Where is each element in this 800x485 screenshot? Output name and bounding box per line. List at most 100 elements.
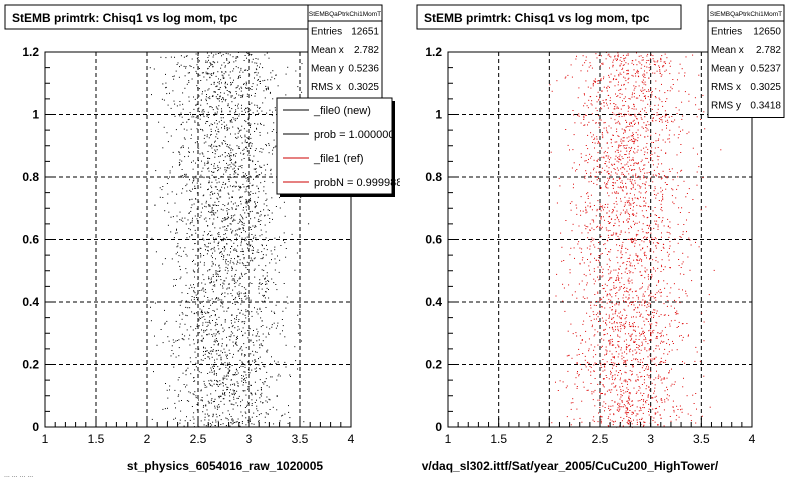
data-point bbox=[170, 231, 171, 232]
data-point bbox=[211, 187, 212, 188]
data-point bbox=[227, 293, 228, 294]
data-point bbox=[234, 385, 235, 386]
data-point bbox=[200, 115, 201, 116]
data-point bbox=[169, 93, 170, 94]
data-point bbox=[669, 351, 670, 352]
data-point bbox=[206, 72, 207, 73]
data-point bbox=[649, 409, 650, 410]
data-point bbox=[567, 386, 568, 387]
data-point bbox=[573, 110, 574, 111]
data-point bbox=[252, 405, 253, 406]
data-point bbox=[245, 70, 246, 71]
data-point bbox=[672, 350, 673, 351]
data-point bbox=[218, 331, 219, 332]
data-point bbox=[248, 213, 249, 214]
data-point bbox=[646, 147, 647, 148]
data-point bbox=[223, 385, 224, 386]
data-point bbox=[617, 394, 618, 395]
data-point bbox=[209, 88, 210, 89]
data-point bbox=[637, 312, 638, 313]
data-point bbox=[662, 116, 663, 117]
data-point bbox=[229, 395, 230, 396]
data-point bbox=[194, 291, 195, 292]
data-point bbox=[243, 263, 244, 264]
data-point bbox=[627, 157, 628, 158]
data-point bbox=[268, 215, 269, 216]
data-point bbox=[219, 299, 220, 300]
data-point bbox=[674, 251, 675, 252]
data-point bbox=[647, 319, 648, 320]
data-point bbox=[633, 215, 634, 216]
data-point bbox=[622, 105, 623, 106]
data-point bbox=[203, 407, 204, 408]
data-point bbox=[622, 156, 623, 157]
data-point bbox=[676, 107, 677, 108]
data-point bbox=[608, 230, 609, 231]
data-point bbox=[252, 211, 253, 212]
data-point bbox=[265, 400, 266, 401]
data-point bbox=[677, 154, 678, 155]
data-point bbox=[204, 319, 205, 320]
data-point bbox=[594, 160, 595, 161]
data-point bbox=[637, 260, 638, 261]
data-point bbox=[197, 98, 198, 99]
data-point bbox=[213, 172, 214, 173]
data-point bbox=[644, 332, 645, 333]
data-point bbox=[635, 189, 636, 190]
data-point bbox=[212, 175, 213, 176]
data-point bbox=[612, 323, 613, 324]
data-point bbox=[639, 85, 640, 86]
data-point bbox=[203, 72, 204, 73]
data-point bbox=[212, 64, 213, 65]
data-point bbox=[250, 148, 251, 149]
data-point bbox=[195, 198, 196, 199]
data-point bbox=[677, 176, 678, 177]
data-point bbox=[219, 81, 220, 82]
data-point bbox=[571, 409, 572, 410]
data-point bbox=[649, 415, 650, 416]
data-point bbox=[212, 261, 213, 262]
data-point bbox=[699, 109, 700, 110]
data-point bbox=[202, 400, 203, 401]
data-point bbox=[264, 248, 265, 249]
data-point bbox=[673, 121, 674, 122]
data-point bbox=[649, 390, 650, 391]
data-point bbox=[648, 89, 649, 90]
data-point bbox=[691, 420, 692, 421]
data-point bbox=[626, 297, 627, 298]
data-point bbox=[218, 271, 219, 272]
data-point bbox=[187, 272, 188, 273]
data-point bbox=[218, 404, 219, 405]
data-point bbox=[233, 342, 234, 343]
data-point bbox=[655, 414, 656, 415]
data-point bbox=[180, 305, 181, 306]
data-point bbox=[637, 70, 638, 71]
data-point bbox=[192, 218, 193, 219]
data-point bbox=[208, 401, 209, 402]
data-point bbox=[218, 178, 219, 179]
data-point bbox=[620, 60, 621, 61]
data-point bbox=[655, 81, 656, 82]
data-point bbox=[210, 186, 211, 187]
data-point bbox=[267, 280, 268, 281]
data-point bbox=[613, 233, 614, 234]
data-point bbox=[280, 333, 281, 334]
data-point bbox=[207, 121, 208, 122]
data-point bbox=[251, 393, 252, 394]
data-point bbox=[175, 285, 176, 286]
data-point bbox=[583, 382, 584, 383]
data-point bbox=[227, 187, 228, 188]
data-point bbox=[226, 53, 227, 54]
data-point bbox=[622, 400, 623, 401]
data-point bbox=[635, 349, 636, 350]
data-point bbox=[632, 412, 633, 413]
data-point bbox=[217, 82, 218, 83]
data-point bbox=[190, 373, 191, 374]
data-point bbox=[236, 186, 237, 187]
data-point bbox=[651, 229, 652, 230]
data-point bbox=[268, 143, 269, 144]
data-point bbox=[243, 210, 244, 211]
data-point bbox=[196, 73, 197, 74]
data-point bbox=[646, 210, 647, 211]
data-point bbox=[246, 202, 247, 203]
